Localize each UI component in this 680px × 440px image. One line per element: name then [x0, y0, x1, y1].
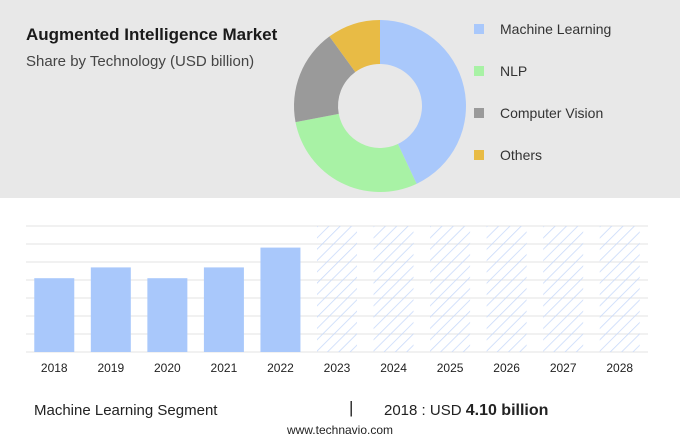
bar-2022 — [260, 247, 301, 352]
donut-slice-computer-vision — [294, 36, 356, 123]
tick-label-2024: 2024 — [380, 361, 407, 375]
donut-slice-nlp — [295, 113, 417, 192]
legend-swatch-nlp — [474, 66, 484, 76]
legend-swatch-machine-learning — [474, 24, 484, 34]
legend-label-nlp: NLP — [500, 63, 528, 79]
legend-item-others: Others — [474, 134, 611, 176]
forecast-bar-2023 — [317, 226, 357, 352]
footer-separator: | — [349, 398, 354, 417]
forecast-bar-2025 — [430, 226, 471, 352]
legend-label-computer-vision: Computer Vision — [500, 105, 604, 121]
legend-swatch-others — [474, 150, 484, 160]
donut-slice-others — [329, 20, 380, 73]
tick-label-2021: 2021 — [211, 361, 238, 375]
legend-item-computer-vision: Computer Vision — [474, 92, 611, 134]
tick-label-2026: 2026 — [493, 361, 520, 375]
bar-chart: 2018 2019 2020 2021 2022 2023 2024 2025 2026 2027… — [26, 225, 648, 375]
chart-title: Augmented Intelligence Market — [26, 25, 278, 44]
legend-label-machine-learning: Machine Learning — [500, 21, 612, 37]
tick-label-2027: 2027 — [550, 361, 577, 375]
footer-value-label: 4.10 billion — [465, 402, 549, 419]
tick-label-2023: 2023 — [324, 361, 351, 375]
chart-subtitle: Share by Technology (USD billion) — [26, 53, 255, 70]
forecast-bar-2027 — [543, 226, 584, 352]
bar-2021 — [203, 267, 244, 352]
bar-2019 — [90, 267, 131, 352]
legend: Machine Learning NLP Computer Vision Oth… — [474, 8, 611, 176]
forecast-bar-2024 — [373, 226, 414, 352]
tick-label-2028: 2028 — [606, 361, 633, 375]
forecast-bar-2028 — [599, 226, 640, 352]
footer-year-label: 2018 : USD — [384, 402, 462, 419]
donut-chart — [294, 20, 467, 192]
tick-label-2025: 2025 — [437, 361, 464, 375]
tick-label-2018: 2018 — [41, 361, 68, 375]
footer-segment: Machine Learning Segment — [34, 402, 218, 419]
tick-label-2019: 2019 — [97, 361, 124, 375]
forecast-bar-2026 — [486, 226, 527, 352]
footer-value: 2018 : USD 4.10 billion — [384, 402, 548, 420]
bar-2018 — [34, 278, 75, 352]
legend-label-others: Others — [500, 147, 543, 163]
tick-label-2020: 2020 — [154, 361, 181, 375]
source-link[interactable]: www.technavio.com — [286, 423, 394, 437]
legend-item-machine-learning: Machine Learning — [474, 8, 611, 50]
legend-swatch-computer-vision — [474, 108, 484, 118]
donut-slice-machine-learning — [380, 20, 467, 184]
bar-2020 — [147, 278, 188, 352]
legend-item-nlp: NLP — [474, 50, 611, 92]
tick-label-2022: 2022 — [267, 361, 294, 375]
